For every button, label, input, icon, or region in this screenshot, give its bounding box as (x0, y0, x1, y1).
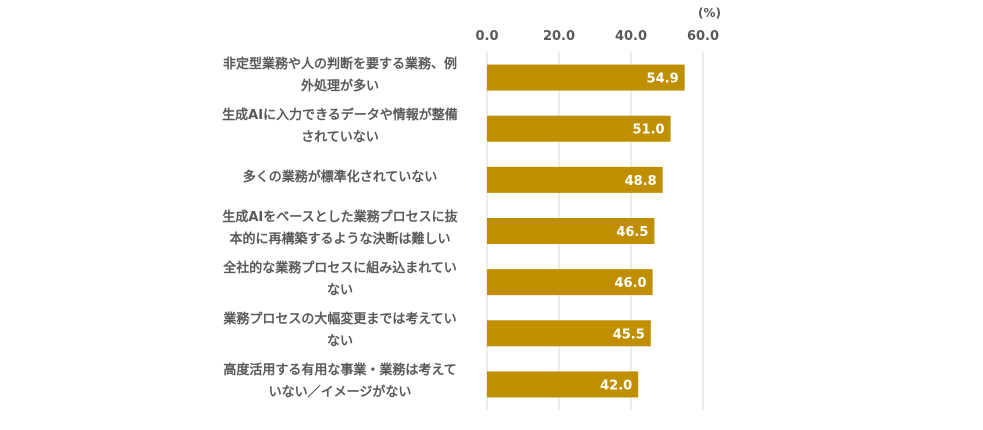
x-tick-label: 60.0 (687, 29, 719, 44)
unit-label: (%) (698, 6, 721, 20)
category-label-line: 非定型業務や人の判断を要する業務、例 (222, 56, 457, 72)
bar (487, 320, 651, 347)
category-label-line: 多くの業務が標準化されていない (242, 169, 438, 185)
bar-value-label: 46.5 (616, 225, 648, 240)
category-label: 生成AIに入力できるデータや情報が整備 されていない (210, 105, 470, 149)
category-label-line: 業務プロセスの大幅変更までは考えてい (223, 312, 457, 328)
bar-value-label: 48.8 (625, 174, 657, 189)
x-tick-label: 40.0 (615, 29, 647, 44)
category-label: 非定型業務や人の判断を要する業務、例 外処理が多い (210, 54, 470, 98)
category-label-line: ない (326, 334, 353, 350)
bar-value-label: 46.0 (615, 276, 647, 291)
category-label: 業務プロセスの大幅変更までは考えてい ない (210, 309, 470, 353)
bar-value-label: 51.0 (633, 123, 665, 138)
category-label-line: いない／イメージがない (268, 385, 412, 401)
category-label-line: 高度活用する有用な事業・業務は考えて (223, 363, 457, 379)
bar (487, 218, 655, 244)
bar (487, 64, 685, 91)
category-label-line: 生成AIに入力できるデータや情報が整備 (222, 107, 458, 123)
bar (487, 115, 671, 142)
bar-value-label: 54.9 (647, 72, 679, 87)
category-label: 高度活用する有用な事業・業務は考えて いない／イメージがない (210, 360, 470, 404)
category-label-line: ない (326, 283, 353, 299)
x-tick-label: 0.0 (475, 29, 498, 44)
category-label-line: されていない (301, 129, 379, 145)
category-label-line: 本的に再構築するような決断は難しい (229, 232, 451, 247)
bar-value-label: 45.5 (613, 327, 645, 342)
category-label-line: 生成AIをベースとした業務プロセスに抜 (222, 210, 458, 225)
bar (487, 166, 663, 193)
category-label-line: 外処理が多い (300, 78, 379, 94)
category-label: 全社的な業務プロセスに組み込まれてい ない (210, 258, 470, 302)
bar (487, 269, 653, 296)
bar (487, 371, 639, 398)
category-label: 生成AIをベースとした業務プロセスに抜 本的に再構築するような決断は難しい (210, 207, 470, 251)
bar-value-label: 42.0 (600, 378, 632, 393)
category-label-line: 全社的な業務プロセスに組み込まれてい (223, 261, 457, 277)
category-label: 多くの業務が標準化されていない (210, 167, 470, 189)
x-tick-label: 20.0 (543, 29, 575, 44)
